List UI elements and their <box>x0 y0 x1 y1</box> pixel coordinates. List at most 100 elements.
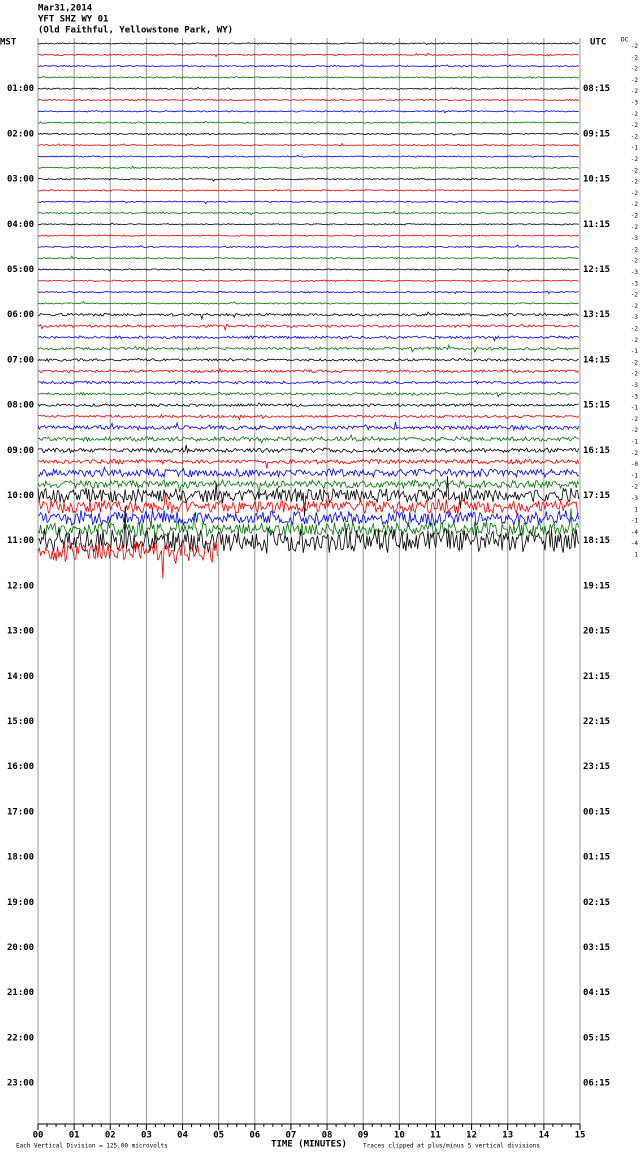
utc-label: 19:15 <box>583 581 610 591</box>
left-zone: MST <box>0 38 17 48</box>
dc-value: -3 <box>631 495 639 502</box>
dc-value: -2 <box>631 156 639 163</box>
mst-label: 10:00 <box>7 491 34 501</box>
utc-label: 18:15 <box>583 536 610 546</box>
trace <box>37 210 580 216</box>
dc-value: -2 <box>631 224 639 231</box>
utc-label: 05:15 <box>583 1033 610 1043</box>
station: YFT SHZ WY 01 <box>38 15 108 25</box>
dc-value: -2 <box>631 371 639 378</box>
x-tick-label: 11 <box>430 1131 441 1141</box>
trace <box>37 234 579 237</box>
x-tick-label: 09 <box>358 1131 369 1141</box>
mst-label: 22:00 <box>7 1033 34 1043</box>
mst-label: 14:00 <box>7 672 34 682</box>
mst-label: 03:00 <box>7 175 34 185</box>
x-tick-label: 14 <box>538 1131 549 1141</box>
utc-label: 00:15 <box>583 807 610 817</box>
mst-label: 15:00 <box>7 717 34 727</box>
dc-value: -2 <box>631 122 639 129</box>
x-tick-label: 07 <box>286 1131 297 1141</box>
trace <box>37 76 580 79</box>
utc-label: 20:15 <box>583 627 610 637</box>
dc-value: -1 <box>631 439 639 446</box>
dc-value: -3 <box>631 100 639 107</box>
trace <box>37 444 580 454</box>
trace <box>37 391 580 398</box>
mst-label: 20:00 <box>7 943 34 953</box>
dc-value: -2 <box>631 133 639 140</box>
trace <box>37 165 580 169</box>
trace <box>37 42 580 46</box>
trace <box>37 421 580 432</box>
trace <box>37 132 579 137</box>
dc-value: -2 <box>631 167 639 174</box>
trace <box>38 142 580 147</box>
dc-value: -2 <box>631 484 639 491</box>
dc-value: -2 <box>631 54 639 61</box>
trace <box>37 413 580 421</box>
dc-title: DC <box>621 37 629 44</box>
x-tick-label: 04 <box>177 1131 188 1141</box>
mst-label: 09:00 <box>7 446 34 456</box>
dc-value: -2 <box>631 292 639 299</box>
x-tick-label: 02 <box>105 1131 116 1141</box>
dc-value: -4 <box>631 529 639 536</box>
x-tick-label: 00 <box>33 1131 44 1141</box>
dc-value: -0 <box>631 461 639 468</box>
dc-value: 1 <box>634 552 638 559</box>
trace <box>37 344 580 353</box>
dc-value: -3 <box>631 314 639 321</box>
utc-label: 23:15 <box>583 762 610 772</box>
trace <box>37 402 579 408</box>
mst-label: 08:00 <box>7 401 34 411</box>
trace <box>37 380 579 385</box>
x-tick-label: 15 <box>575 1131 586 1141</box>
utc-label: 09:15 <box>583 129 610 139</box>
trace <box>37 290 579 295</box>
trace <box>37 506 580 554</box>
x-tick-label: 03 <box>141 1131 152 1141</box>
footer-left: Each Vertical Division = 125.00 microvol… <box>16 1143 168 1150</box>
utc-label: 08:15 <box>583 84 610 94</box>
trace <box>37 492 580 515</box>
dc-value: -2 <box>631 416 639 423</box>
trace <box>37 244 579 249</box>
mst-label: 02:00 <box>7 129 34 139</box>
utc-label: 14:15 <box>583 355 610 365</box>
right-zone: UTC <box>590 38 606 48</box>
utc-label: 17:15 <box>583 491 610 501</box>
mst-label: 18:00 <box>7 853 34 863</box>
mst-label: 19:00 <box>7 898 34 908</box>
dc-value: -2 <box>631 359 639 366</box>
x-tick-label: 13 <box>502 1131 513 1141</box>
dc-value: -2 <box>631 213 639 220</box>
trace <box>37 367 580 374</box>
x-tick-label: 12 <box>466 1131 477 1141</box>
trace <box>37 300 579 305</box>
mst-label: 07:00 <box>7 355 34 365</box>
trace <box>37 458 580 469</box>
trace <box>37 476 580 517</box>
trace <box>38 311 579 321</box>
dc-value: -2 <box>631 88 639 95</box>
mst-label: 06:00 <box>7 310 34 320</box>
trace <box>37 540 218 579</box>
mst-label: 11:00 <box>7 536 34 546</box>
trace <box>37 86 579 90</box>
mst-label: 23:00 <box>7 1079 34 1089</box>
dc-value: 1 <box>634 506 638 513</box>
utc-label: 03:15 <box>583 943 610 953</box>
dc-value: -2 <box>631 66 639 73</box>
date: Mar31,2014 <box>38 4 93 14</box>
dc-value: -2 <box>631 201 639 208</box>
mst-label: 04:00 <box>7 220 34 230</box>
dc-value: -1 <box>631 405 639 412</box>
dc-value: -2 <box>631 258 639 265</box>
trace <box>37 98 580 102</box>
trace <box>37 109 579 114</box>
x-title: TIME (MINUTES) <box>271 1140 347 1150</box>
dc-value: -3 <box>631 269 639 276</box>
dc-value: -2 <box>631 190 639 197</box>
x-tick-label: 08 <box>322 1131 333 1141</box>
